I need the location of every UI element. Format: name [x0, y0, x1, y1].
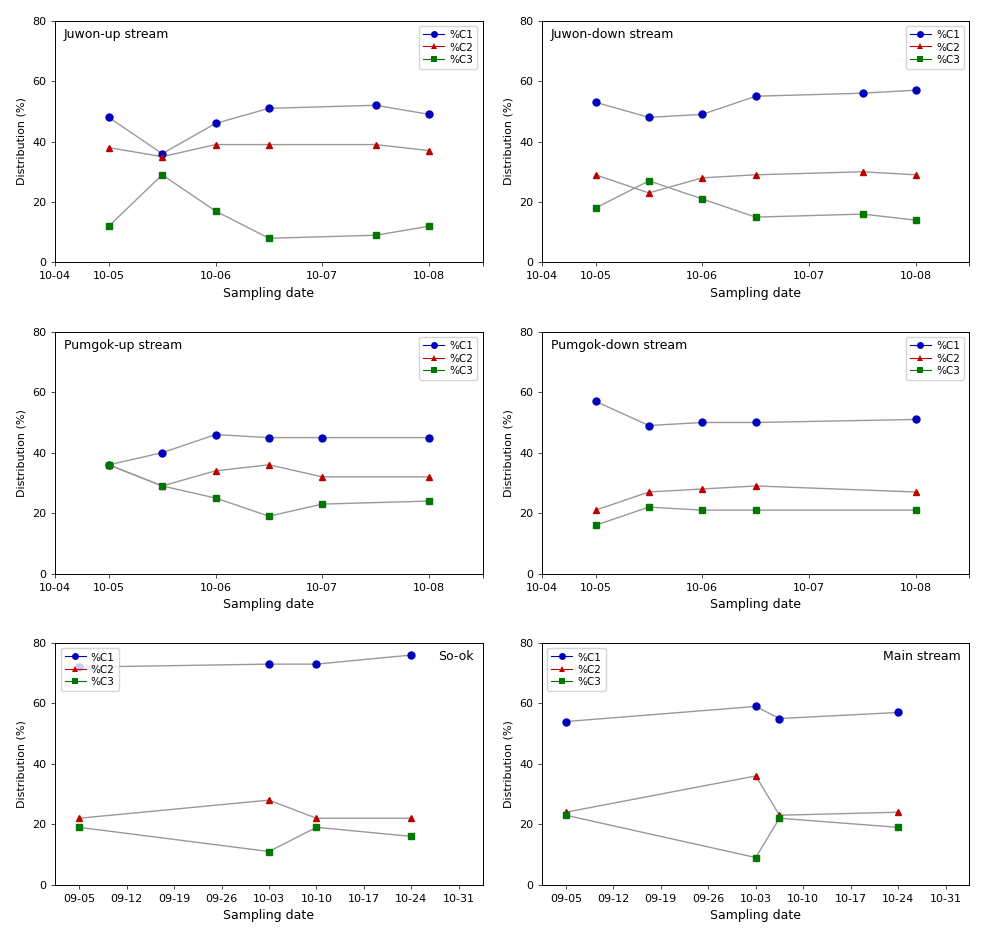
- X-axis label: Sampling date: Sampling date: [224, 598, 315, 611]
- Legend: %C1, %C2, %C3: %C1, %C2, %C3: [60, 648, 119, 691]
- Legend: %C1, %C2, %C3: %C1, %C2, %C3: [419, 26, 477, 69]
- Text: Main stream: Main stream: [883, 650, 960, 663]
- Y-axis label: Distribution (%): Distribution (%): [504, 720, 514, 808]
- X-axis label: Sampling date: Sampling date: [710, 598, 802, 611]
- Legend: %C1, %C2, %C3: %C1, %C2, %C3: [906, 26, 964, 69]
- Text: Pumgok-up stream: Pumgok-up stream: [64, 339, 182, 352]
- Legend: %C1, %C2, %C3: %C1, %C2, %C3: [547, 648, 605, 691]
- Text: So-ok: So-ok: [439, 650, 474, 663]
- Text: Juwon-down stream: Juwon-down stream: [550, 28, 674, 41]
- Y-axis label: Distribution (%): Distribution (%): [17, 408, 27, 497]
- Y-axis label: Distribution (%): Distribution (%): [17, 98, 27, 186]
- Y-axis label: Distribution (%): Distribution (%): [504, 98, 514, 186]
- Text: Juwon-up stream: Juwon-up stream: [64, 28, 170, 41]
- Y-axis label: Distribution (%): Distribution (%): [17, 720, 27, 808]
- X-axis label: Sampling date: Sampling date: [710, 909, 802, 922]
- Legend: %C1, %C2, %C3: %C1, %C2, %C3: [906, 337, 964, 380]
- Text: Pumgok-down stream: Pumgok-down stream: [550, 339, 687, 352]
- X-axis label: Sampling date: Sampling date: [224, 287, 315, 300]
- X-axis label: Sampling date: Sampling date: [224, 909, 315, 922]
- X-axis label: Sampling date: Sampling date: [710, 287, 802, 300]
- Legend: %C1, %C2, %C3: %C1, %C2, %C3: [419, 337, 477, 380]
- Y-axis label: Distribution (%): Distribution (%): [504, 408, 514, 497]
